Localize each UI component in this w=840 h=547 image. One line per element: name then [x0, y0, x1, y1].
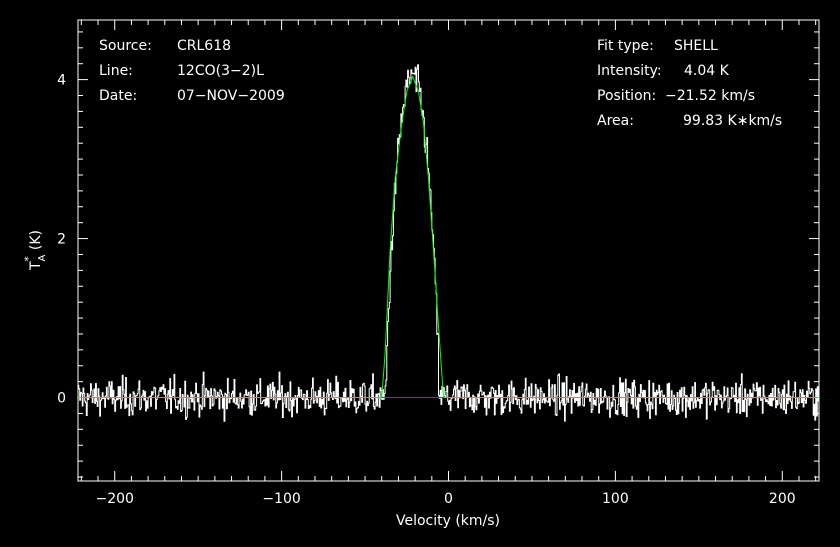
info-intensity-value: 4.04 K — [684, 63, 730, 79]
info-source-value: CRL618 — [177, 38, 231, 54]
y-tick-labels: 0 2 4 — [57, 73, 66, 407]
y-axis-label: TA* (K) — [22, 230, 48, 271]
info-source-label: Source: — [99, 38, 152, 54]
y-tick-label: 0 — [57, 391, 66, 407]
y-tick-label: 4 — [57, 73, 66, 89]
info-position-label: Position: — [597, 88, 656, 104]
x-tick-labels: −200 −100 0 100 200 — [95, 491, 795, 507]
x-axis-label: Velocity (km/s) — [396, 513, 500, 529]
y-label-sup: * — [22, 256, 35, 262]
info-fittype-label: Fit type: — [597, 38, 654, 54]
info-intensity-label: Intensity: — [597, 63, 662, 79]
info-position-value: −21.52 km/s — [665, 88, 755, 104]
x-tick-label: 200 — [769, 491, 796, 507]
y-label-main: T — [28, 261, 44, 271]
y-label-unit: (K) — [28, 230, 44, 250]
axis-ticks — [78, 20, 819, 481]
spectrum-trace — [78, 64, 819, 422]
info-date-label: Date: — [99, 88, 137, 104]
svg-text:TA*(K): TA* (K) — [22, 230, 48, 271]
info-fittype-value: SHELL — [674, 38, 718, 54]
x-tick-label: 100 — [602, 491, 629, 507]
info-left: Source: CRL618 Line: 12CO(3−2)L Date: 07… — [99, 38, 285, 104]
x-tick-label: −100 — [262, 491, 300, 507]
y-label-sub: A — [37, 254, 48, 261]
info-area-value: 99.83 K∗km/s — [683, 113, 782, 129]
info-right: Fit type: SHELL Intensity: 4.04 K Positi… — [597, 38, 782, 129]
x-tick-label: −200 — [95, 491, 133, 507]
info-line-label: Line: — [99, 63, 133, 79]
info-line-value: 12CO(3−2)L — [177, 63, 264, 79]
fit-curve — [78, 75, 819, 398]
x-tick-label: 0 — [444, 491, 453, 507]
y-tick-label: 2 — [57, 232, 66, 248]
info-area-label: Area: — [597, 113, 634, 129]
plot-frame — [77, 19, 820, 482]
info-date-value: 07−NOV−2009 — [177, 88, 285, 104]
